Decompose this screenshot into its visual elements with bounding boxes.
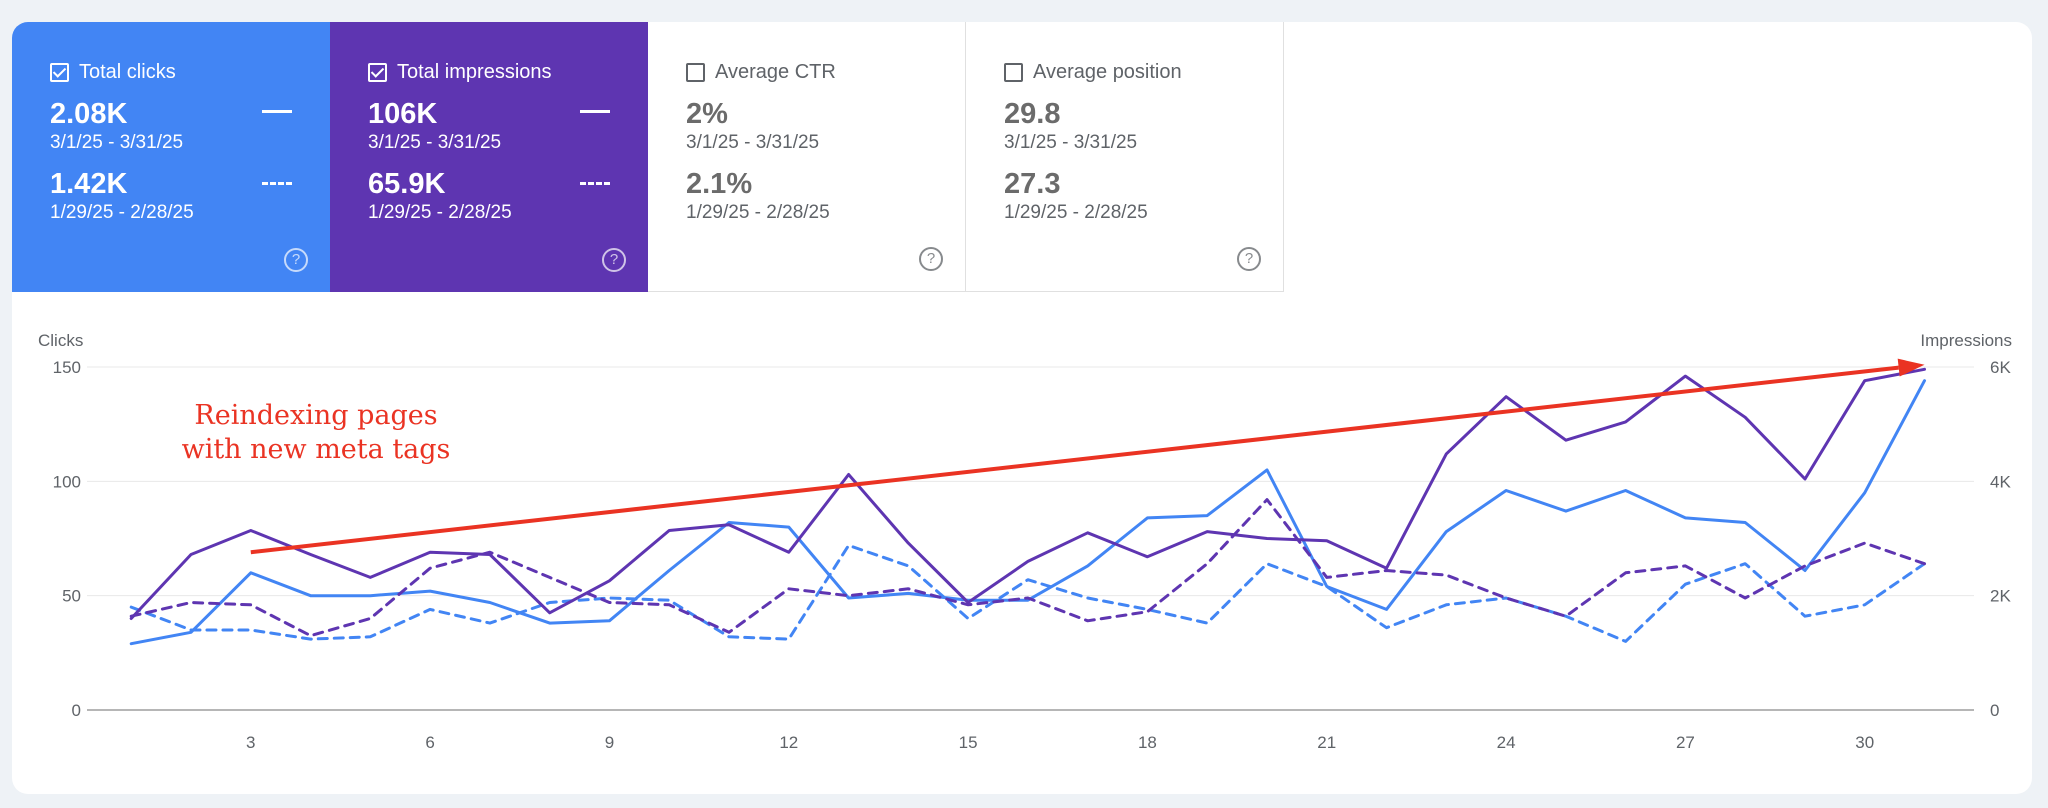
left-tick-label: 150 — [53, 358, 81, 377]
right-tick-label: 6K — [1990, 358, 2011, 377]
left-tick-label: 0 — [72, 701, 81, 720]
current-value: 106K — [368, 98, 438, 130]
previous-value: 27.3 — [1004, 168, 1061, 200]
help-icon[interactable]: ? — [284, 248, 308, 272]
tile-average-position[interactable]: Average position 29.8 3/1/25 - 3/31/25 2… — [966, 22, 1284, 292]
performance-chart: Clicks Impressions 0 0 50 2K 100 4K 150 6K 3 6 9 12… — [38, 331, 2012, 752]
x-tick-label: 18 — [1138, 733, 1157, 752]
checkbox-checked-icon[interactable] — [50, 62, 69, 82]
previous-value: 1.42K — [50, 168, 128, 200]
tile-total-clicks[interactable]: Total clicks 2.08K 3/1/25 - 3/31/25 1.42… — [12, 22, 330, 292]
current-value: 2% — [686, 98, 728, 130]
left-tick-label: 100 — [53, 472, 81, 491]
previous-range: 1/29/25 - 2/28/25 — [368, 202, 512, 223]
tile-label: Average position — [1033, 60, 1182, 83]
x-tick-label: 24 — [1497, 733, 1516, 752]
tile-label: Total impressions — [397, 60, 552, 83]
current-range: 3/1/25 - 3/31/25 — [1004, 132, 1138, 153]
previous-range: 1/29/25 - 2/28/25 — [50, 202, 194, 223]
x-tick-label: 30 — [1855, 733, 1874, 752]
series-line-current — [129, 367, 1926, 620]
solid-line-legend-icon — [262, 110, 292, 113]
right-axis-label: Impressions — [1920, 331, 2012, 350]
x-tick-label: 21 — [1317, 733, 1336, 752]
tile-header: Average position — [1004, 58, 1283, 86]
previous-value: 2.1% — [686, 168, 753, 200]
x-tick-label: 15 — [959, 733, 978, 752]
right-tick-label: 0 — [1990, 701, 1999, 720]
axis-ticks: 0 0 50 2K 100 4K 150 6K 3 6 9 12 15 18 21 24 27 30 — [53, 358, 2012, 752]
right-tick-label: 2K — [1990, 587, 2011, 606]
annotation-arrow-head — [1897, 358, 1925, 377]
metric-tiles: Total clicks 2.08K 3/1/25 - 3/31/25 1.42… — [12, 22, 1284, 292]
checkbox-checked-icon[interactable] — [368, 62, 387, 82]
current-value: 29.8 — [1004, 98, 1061, 130]
x-tick-label: 6 — [425, 733, 434, 752]
series-line-previous — [129, 498, 1926, 638]
tile-label: Average CTR — [715, 60, 836, 83]
series-line-previous — [129, 543, 1926, 643]
help-icon[interactable]: ? — [602, 248, 626, 272]
tile-header: Total impressions — [368, 58, 648, 86]
previous-value: 65.9K — [368, 168, 446, 200]
series-lines — [129, 367, 1926, 646]
help-icon[interactable]: ? — [1237, 247, 1261, 271]
x-tick-label: 12 — [779, 733, 798, 752]
solid-line-legend-icon — [580, 110, 610, 113]
performance-card: Total clicks 2.08K 3/1/25 - 3/31/25 1.42… — [12, 22, 2032, 794]
tile-header: Total clicks — [50, 58, 330, 86]
x-tick-label: 9 — [605, 733, 614, 752]
x-tick-label: 27 — [1676, 733, 1695, 752]
tile-label: Total clicks — [79, 60, 176, 83]
right-tick-label: 4K — [1990, 472, 2011, 491]
x-tick-label: 3 — [246, 733, 255, 752]
tile-average-ctr[interactable]: Average CTR 2% 3/1/25 - 3/31/25 2.1% 1/2… — [648, 22, 966, 292]
current-range: 3/1/25 - 3/31/25 — [368, 132, 502, 153]
annotation: Reindexing pages with new meta tags — [182, 358, 1925, 555]
series-line-current — [129, 379, 1926, 646]
annotation-line-2: with new meta tags — [182, 434, 451, 465]
annotation-line-1: Reindexing pages — [194, 400, 437, 431]
current-value: 2.08K — [50, 98, 128, 130]
checkbox-unchecked-icon[interactable] — [686, 62, 705, 82]
tile-total-impressions[interactable]: Total impressions 106K 3/1/25 - 3/31/25 … — [330, 22, 648, 292]
left-axis-label: Clicks — [38, 331, 83, 350]
previous-range: 1/29/25 - 2/28/25 — [1004, 202, 1148, 223]
left-tick-label: 50 — [62, 587, 81, 606]
current-range: 3/1/25 - 3/31/25 — [686, 132, 820, 153]
dashed-line-legend-icon — [580, 182, 610, 185]
help-icon[interactable]: ? — [919, 247, 943, 271]
tile-header: Average CTR — [686, 58, 965, 86]
checkbox-unchecked-icon[interactable] — [1004, 62, 1023, 82]
current-range: 3/1/25 - 3/31/25 — [50, 132, 184, 153]
previous-range: 1/29/25 - 2/28/25 — [686, 202, 830, 223]
grid-lines — [87, 366, 1974, 711]
annotation-arrow-shaft — [250, 365, 1899, 555]
dashed-line-legend-icon — [262, 182, 292, 185]
